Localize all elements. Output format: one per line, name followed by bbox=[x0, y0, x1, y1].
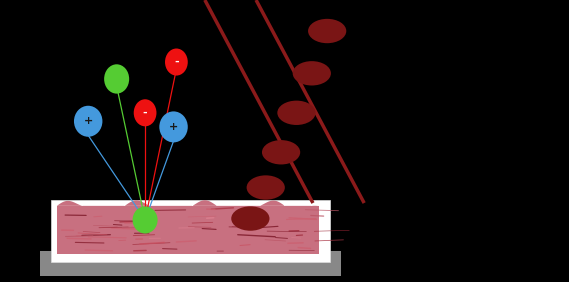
Ellipse shape bbox=[292, 61, 331, 85]
Text: -: - bbox=[143, 108, 147, 118]
Ellipse shape bbox=[74, 106, 102, 137]
Ellipse shape bbox=[262, 140, 300, 164]
Text: +: + bbox=[84, 116, 93, 126]
Ellipse shape bbox=[277, 101, 316, 125]
Text: -: - bbox=[174, 57, 179, 67]
Ellipse shape bbox=[308, 19, 347, 43]
Text: +: + bbox=[169, 122, 178, 132]
Ellipse shape bbox=[231, 206, 270, 231]
Bar bbox=[57, 206, 319, 254]
Ellipse shape bbox=[246, 175, 285, 200]
Ellipse shape bbox=[165, 49, 188, 76]
Ellipse shape bbox=[159, 111, 188, 142]
Ellipse shape bbox=[133, 206, 158, 233]
Ellipse shape bbox=[134, 99, 156, 126]
Bar bbox=[51, 200, 330, 262]
Bar bbox=[40, 251, 341, 276]
Ellipse shape bbox=[104, 64, 129, 94]
